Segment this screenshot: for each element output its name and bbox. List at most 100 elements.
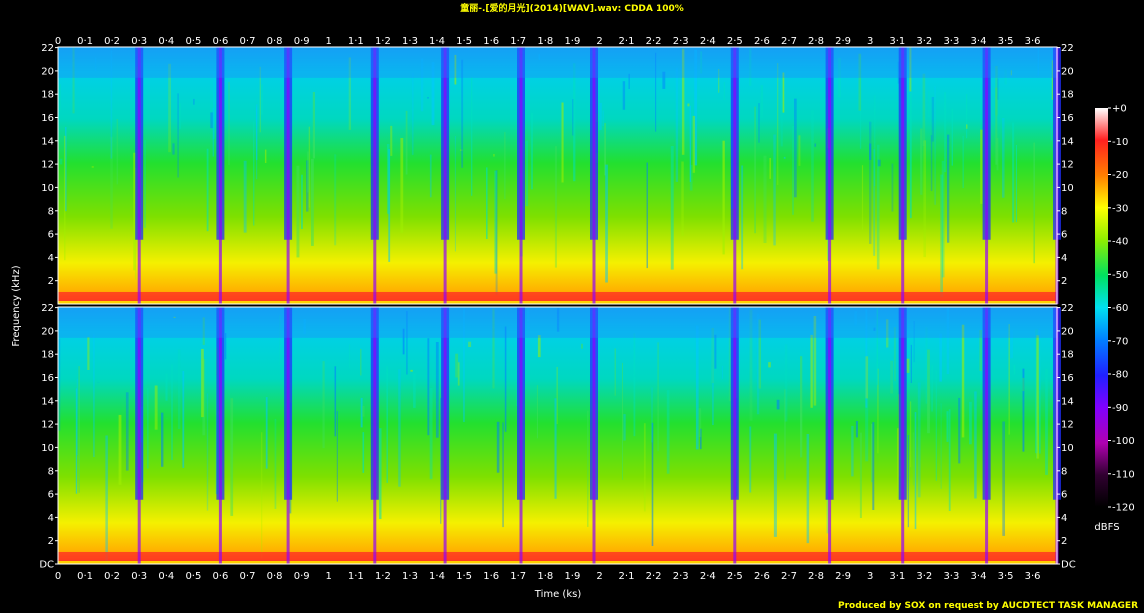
spectrogram-streak (873, 95, 876, 187)
x-tick-label-bottom: 2 (596, 571, 602, 582)
spectrogram-streak (461, 59, 464, 168)
spectrogram-streak (173, 316, 176, 318)
spectrogram-streak (224, 333, 227, 360)
spectrogram-streak (177, 93, 179, 178)
x-tick-label-top: 2·9 (835, 36, 851, 47)
spectrogram-streak (406, 311, 408, 375)
x-tick-label-bottom: 1·7 (510, 571, 526, 582)
y-tick-label-left: 16 (41, 113, 54, 124)
spectrogram-streak (1015, 144, 1017, 223)
spectrogram-streak (760, 85, 764, 118)
high-freq-wash (58, 307, 1057, 338)
y-tick-label-left: 18 (41, 350, 54, 361)
spectrogram-streak (182, 371, 185, 468)
spectrogram-streak (681, 48, 685, 155)
spectrogram-streak (906, 358, 910, 373)
x-tick-label-top: 0·7 (240, 36, 256, 47)
spectrogram-streak (643, 423, 646, 512)
spectrogram-streak (1033, 142, 1035, 264)
y-tick-label-left: DC (39, 560, 54, 571)
spectrogram-streak (914, 412, 917, 530)
spectrogram-streak (454, 54, 457, 85)
spectrogram-streak (230, 398, 234, 516)
spectrogram-streak (261, 432, 263, 559)
spectrogram-streak (1050, 100, 1052, 141)
spectrogram-streak (536, 385, 538, 439)
x-tick-label-bottom: 3·5 (998, 571, 1014, 582)
spectrogram-streak (858, 53, 862, 111)
spectrogram-streak (362, 405, 365, 417)
channel-frame (57, 46, 1058, 305)
y-tick-label-right: 18 (1061, 90, 1074, 101)
spectrogram-streak (811, 110, 814, 222)
spectrogram-streak (504, 132, 506, 200)
spectrogram-streak (435, 342, 439, 438)
low-freq-band (58, 292, 1057, 302)
spectrogram-streak (312, 92, 315, 159)
x-tick-label-bottom: 3·1 (889, 571, 905, 582)
spectrogram-streak (871, 423, 873, 483)
spectrogram-streak (306, 151, 310, 193)
spectrogram-streak (64, 135, 66, 261)
spectrogram-streak (486, 167, 488, 239)
colorbar-tick-label: -100 (1112, 436, 1135, 447)
spectrogram-streak (212, 108, 214, 157)
spectrogram-streak (360, 348, 362, 376)
x-tick-label-top: 2·4 (700, 36, 716, 47)
spectrogram-streak (961, 324, 965, 438)
y-tick-label-right: 22 (1061, 303, 1074, 314)
spectrogram-streak (909, 401, 912, 468)
spectrogram-streak (893, 327, 896, 382)
spectrogram-streak (865, 356, 869, 399)
spectrogram-streak (763, 155, 767, 243)
spectrogram-streak (711, 328, 714, 384)
x-tick-label-bottom: 3 (867, 571, 873, 582)
y-tick-label-right: 14 (1061, 396, 1074, 407)
spectrogram-streak (995, 87, 998, 165)
spectrogram-streak (913, 321, 915, 363)
spectrogram-streak (966, 124, 968, 129)
x-tick-label-bottom: 3·6 (1025, 571, 1041, 582)
spectrogram-streak (909, 47, 912, 92)
spectrogram-streak (877, 368, 879, 454)
spectrogram-streak (728, 307, 732, 402)
track-gap-line (592, 307, 596, 564)
spectrogram-streak (95, 57, 97, 72)
spectrogram-streak (1039, 340, 1041, 454)
x-tick-label-top: 2·1 (619, 36, 635, 47)
spectrogram-streak (873, 149, 876, 256)
y-tick-label-left: 8 (48, 466, 54, 477)
spectrogram-streak (865, 308, 868, 408)
spectrogram-streak (782, 72, 785, 113)
spectrogram-channel-2 (58, 307, 1057, 564)
x-tick-label-top: 0·4 (158, 36, 174, 47)
spectrogram-streak (468, 341, 472, 347)
x-tick-label-bottom: 3·3 (943, 571, 959, 582)
x-tick-label-bottom: 2·8 (808, 571, 824, 582)
spectrogram-streak (1008, 324, 1010, 435)
track-gap-line (985, 47, 989, 304)
spectrogram-streak (410, 369, 413, 372)
spectrogram-streak (362, 432, 365, 473)
colorbar-tick-label: -10 (1112, 137, 1128, 148)
spectrogram-streak (910, 344, 912, 383)
spectrogram-streak (154, 385, 158, 430)
x-tick-label-bottom: 0·5 (185, 571, 201, 582)
spectrogram-streak (912, 432, 914, 486)
track-gap-line (218, 47, 222, 304)
y-tick-label-left: 20 (41, 326, 54, 337)
y-tick-label-right: 22 (1061, 43, 1074, 54)
spectrogram-streak (144, 140, 146, 228)
y-tick-label-right: 12 (1061, 160, 1074, 171)
x-tick-label-bottom: 0·4 (158, 571, 174, 582)
spectrogram-streak (798, 135, 801, 166)
spectrogram-streak (334, 154, 337, 246)
spectrogram-streak (105, 435, 108, 564)
y-tick-label-left: 2 (48, 536, 54, 547)
x-tick-label-bottom: 2·3 (673, 571, 689, 582)
y-tick-label-right: 20 (1061, 66, 1074, 77)
spectrogram-streak (93, 334, 95, 457)
spectrogram-streak (525, 140, 529, 207)
spectrogram-streak (308, 126, 311, 208)
